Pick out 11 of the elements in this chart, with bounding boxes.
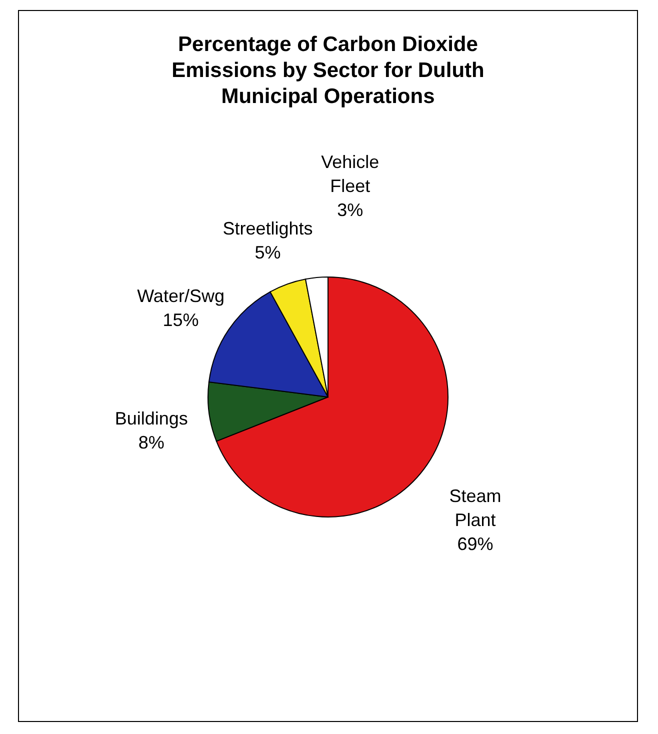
data-label: 5% xyxy=(254,242,281,263)
data-label: 8% xyxy=(138,432,164,452)
data-label: 15% xyxy=(162,310,199,330)
slice-label: Water/Swg xyxy=(137,286,224,306)
slice-label: Buildings xyxy=(114,408,188,428)
data-label: 69% xyxy=(457,534,494,554)
slice-label: Streetlights xyxy=(222,218,313,239)
slice-label: Vehicle Fleet xyxy=(321,152,380,196)
data-label: 3% xyxy=(337,200,364,220)
chart-title: Percentage of Carbon Dioxide Emissions by Sector for Duluth Municipal Operations xyxy=(172,33,484,108)
slice-label: Steam Plant xyxy=(449,486,502,530)
